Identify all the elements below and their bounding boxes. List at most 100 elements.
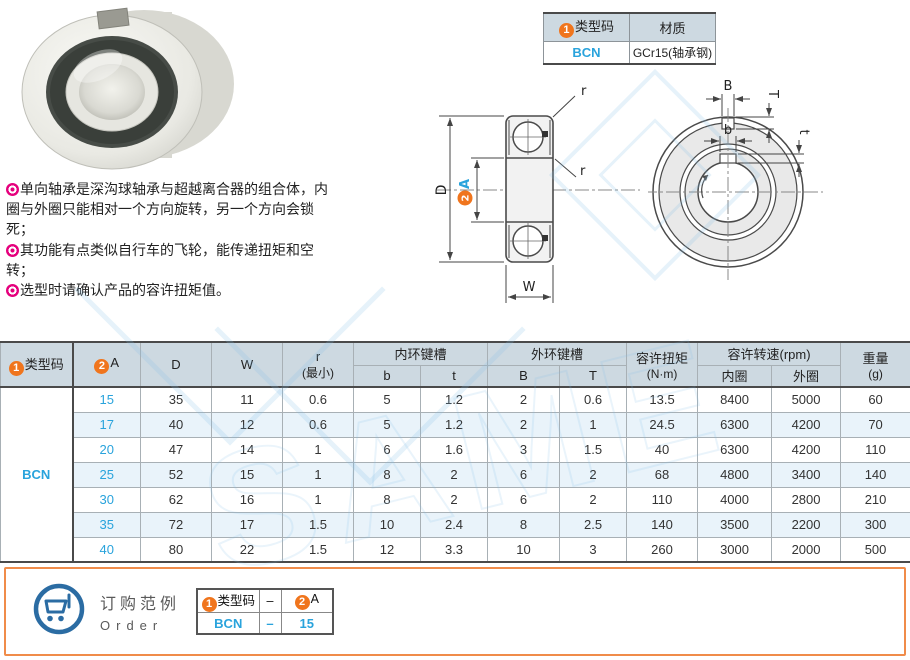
table-cell: 10 (487, 536, 561, 563)
header-weight: 重量 (g) (840, 341, 910, 388)
table-cell: 2200 (771, 511, 842, 538)
table-cell: 3500 (697, 511, 773, 538)
description-text: 其功能有点类似自行车的飞轮，能传递扭矩和空转； (6, 241, 314, 278)
table-cell: 3.3 (419, 536, 489, 563)
material-header: 材质 (629, 12, 716, 42)
header-outer-keyway: 外环键槽 (487, 341, 628, 366)
order-title-cn: 订购范例 (100, 596, 181, 613)
dim-label-w: W (523, 280, 536, 295)
table-cell: 0.6 (559, 386, 628, 413)
table-cell: 8 (487, 511, 561, 538)
bullet-icon (6, 183, 19, 196)
header-inner-keyway: 内环键槽 (352, 341, 489, 366)
table-cell: 16 (211, 486, 283, 513)
table-cell: 1 (559, 411, 628, 438)
table-cell: 6 (353, 436, 421, 463)
header-r-line1: r (315, 348, 321, 364)
table-cell: 1 (282, 486, 354, 513)
order-value-a: 15 (280, 612, 334, 635)
dim-label-r-mid: r (580, 164, 586, 179)
header-d: D (140, 341, 212, 388)
table-cell: 2 (559, 486, 628, 513)
table-row: 35 72 17 1.5 10 2.4 8 2.5 140 3500 2200 300 (1, 511, 910, 538)
table-cell: 8 (353, 486, 421, 513)
table-cell: 4000 (697, 486, 773, 513)
header-weight-line1: 重量 (862, 351, 889, 366)
table-cell: 1 (282, 436, 354, 463)
table-cell: 35 (140, 386, 212, 413)
type-code-header: 1 类型码 (543, 12, 630, 42)
table-cell: 1.5 (559, 436, 628, 463)
table-cell: 500 (840, 536, 910, 563)
description-item: 单向轴承是深沟球轴承与超越离合器的组合体，内圈与外圈只能相对一个方向旋转，另一个… (6, 180, 340, 240)
table-cell: 40 (140, 411, 212, 438)
header-T: T (559, 364, 628, 388)
description-text: 选型时请确认产品的容许扭矩值。 (20, 282, 230, 299)
order-header-a-label: A (310, 592, 319, 607)
table-cell: 2 (487, 386, 561, 413)
table-row: 25 52 15 1 8 2 6 2 68 4800 3400 140 (1, 461, 910, 488)
header-a-label: A (110, 355, 120, 370)
table-cell: 47 (140, 436, 212, 463)
table-cell: 110 (840, 436, 910, 463)
type-material-table: 1 类型码 材质 BCN GCr15(轴承钢) (543, 12, 716, 65)
table-cell: 12 (211, 411, 283, 438)
type-code-cell: BCN (0, 386, 74, 563)
badge-1-icon: 1 (201, 597, 217, 613)
table-row: BCN 15 35 11 0.6 5 1.2 2 0.6 13.5 8400 5000 60 (0, 386, 910, 563)
cart-icon (32, 582, 86, 641)
table-cell: 0.6 (282, 411, 354, 438)
table-cell: 1.2 (419, 386, 489, 413)
dim-label-d: D (434, 185, 450, 196)
header-torque-line1: 容许扭矩 (636, 351, 689, 366)
description-item: 选型时请确认产品的容许扭矩值。 (6, 281, 340, 301)
header-b: b (353, 364, 421, 388)
header-r-line2: (最小) (302, 365, 334, 380)
order-header-type-label: 类型码 (217, 594, 256, 609)
table-cell: 110 (626, 486, 699, 513)
dim-badge-2: 2 (461, 194, 472, 201)
table-cell: 3000 (697, 536, 773, 563)
table-cell: 15 (72, 386, 141, 413)
table-cell: 260 (626, 536, 699, 563)
table-cell: 6 (487, 486, 561, 513)
bearing-photo (12, 4, 242, 181)
badge-1-icon: 1 (8, 360, 24, 376)
table-cell: 5000 (771, 386, 842, 413)
header-weight-line2: (g) (868, 367, 883, 381)
description-text: 单向轴承是深沟球轴承与超越离合器的组合体，内圈与外圈只能相对一个方向旋转，另一个… (6, 181, 328, 237)
type-code-header-label: 类型码 (574, 19, 614, 35)
table-cell: 11 (211, 386, 283, 413)
table-cell: 6 (487, 461, 561, 488)
table-cell: 25 (72, 461, 141, 488)
table-cell: 13.5 (626, 386, 699, 413)
header-t: t (419, 364, 489, 388)
order-value-code: BCN (196, 612, 260, 635)
table-row: 40 80 22 1.5 12 3.3 10 3 260 3000 2000 500 (1, 536, 910, 563)
header-type-code: 1 类型码 (0, 341, 74, 388)
table-cell: 24.5 (626, 411, 699, 438)
table-cell: 5 (353, 386, 421, 413)
table-cell: 22 (211, 536, 283, 563)
table-cell: 2 (487, 411, 561, 438)
order-title-en: Order (100, 618, 164, 633)
table-cell: 3 (487, 436, 561, 463)
table-cell: 1.5 (282, 511, 354, 538)
table-cell: 5 (353, 411, 421, 438)
table-cell: 17 (72, 411, 141, 438)
table-cell: 6300 (697, 436, 773, 463)
header-speed: 容许转速(rpm) (697, 341, 842, 366)
table-cell: 60 (840, 386, 910, 413)
header-w: W (211, 341, 283, 388)
table-cell: 2 (559, 461, 628, 488)
table-cell: 6300 (697, 411, 773, 438)
table-cell: 140 (840, 461, 910, 488)
dim-label-T: T (765, 89, 780, 98)
table-cell: 300 (840, 511, 910, 538)
